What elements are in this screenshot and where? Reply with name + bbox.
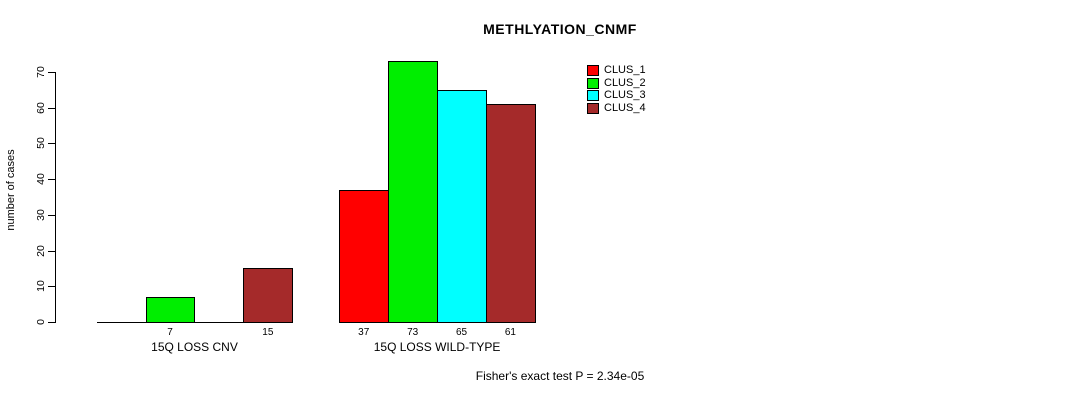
bar-value-label: 15 — [262, 327, 274, 338]
y-tick-label: 70 — [35, 66, 47, 78]
y-axis-line — [55, 72, 56, 323]
y-tick — [48, 286, 55, 288]
legend-swatch-clus_3 — [587, 90, 599, 102]
y-axis-title: number of cases — [5, 149, 17, 231]
legend-label-clus_2: CLUS_2 — [604, 76, 646, 89]
bar-clus_1-2 — [339, 189, 390, 323]
y-tick-label: 60 — [35, 101, 47, 114]
legend-swatch-clus_2 — [587, 77, 599, 89]
legend-label-clus_1: CLUS_1 — [604, 64, 646, 76]
legend-swatch-clus_1 — [587, 65, 599, 76]
y-tick — [48, 179, 55, 181]
y-tick — [48, 72, 55, 73]
y-tick-label: 40 — [35, 173, 47, 185]
bar-value-label: 61 — [504, 327, 516, 338]
x-category-label: 15Q LOSS CNV — [151, 340, 238, 354]
stats-annotation: Fisher's exact test P = 2.34e-05 — [475, 369, 645, 383]
x-category-label: 15Q LOSS WILD-TYPE — [373, 340, 501, 354]
bar-value-label: 65 — [455, 327, 468, 338]
y-tick — [48, 322, 55, 323]
bar-clus_3-2 — [437, 89, 487, 323]
legend-swatch-clus_4 — [587, 103, 599, 115]
legend-label-clus_3: CLUS_3 — [604, 89, 646, 102]
y-tick-label: 30 — [35, 209, 47, 221]
bar-clus_2-1 — [145, 297, 196, 323]
y-tick — [48, 214, 55, 216]
y-tick-label: 20 — [35, 244, 47, 257]
y-tick-label: 10 — [35, 280, 47, 293]
bar-value-label: 73 — [407, 327, 419, 338]
bar-clus_4-1 — [243, 268, 294, 323]
y-tick — [48, 143, 55, 145]
y-tick — [48, 250, 55, 252]
chart-title: METHLYATION_CNMF — [483, 21, 637, 37]
y-tick-label: 0 — [35, 319, 47, 325]
y-tick — [48, 107, 55, 109]
legend-label-clus_4: CLUS_4 — [604, 102, 646, 115]
y-tick-label: 50 — [35, 137, 47, 150]
bar-clus_4-2 — [486, 104, 536, 323]
bar-clus_2-2 — [388, 61, 439, 323]
bar-value-label: 37 — [358, 327, 370, 338]
bar-value-label: 7 — [167, 327, 173, 338]
